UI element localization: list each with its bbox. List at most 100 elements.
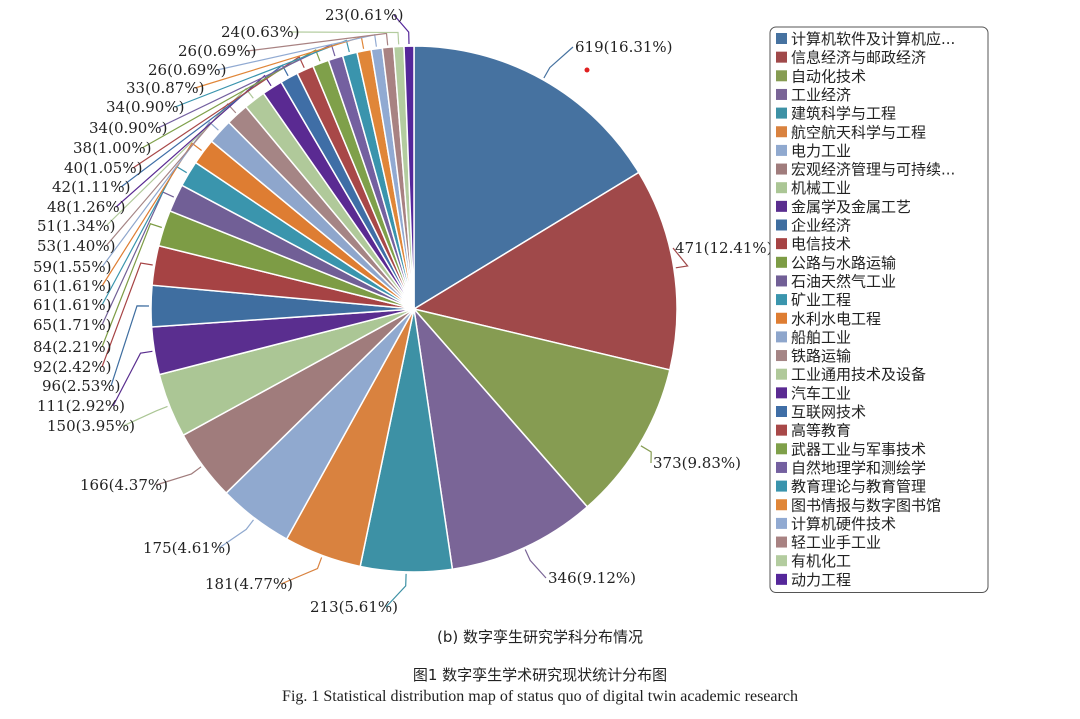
legend-label: 企业经济 bbox=[791, 217, 851, 235]
legend-label: 石油天然气工业 bbox=[791, 272, 896, 290]
legend-swatch bbox=[776, 70, 787, 82]
leader-line bbox=[174, 39, 350, 108]
legend-label: 船舶工业 bbox=[791, 328, 851, 346]
slice-labels: 619(16.31%) 471(12.41%) 373(9.83%) 346(9.12… bbox=[33, 6, 773, 616]
legend-label: 计算机软件及计算机应... bbox=[791, 30, 955, 48]
leader-line bbox=[280, 557, 323, 585]
legend-swatch bbox=[776, 238, 787, 250]
leader-line bbox=[101, 223, 162, 348]
slice-label: 42(1.11%) bbox=[52, 178, 130, 196]
slice-label: 61(1.61%) bbox=[33, 296, 111, 314]
slice-label: 23(0.61%) bbox=[325, 6, 403, 24]
legend-swatch bbox=[776, 480, 787, 492]
pie-slice bbox=[413, 45, 640, 311]
legend-swatch bbox=[776, 331, 787, 343]
legend-swatch bbox=[776, 517, 787, 529]
legend-swatch bbox=[776, 88, 787, 100]
slice-label: 33(0.87%) bbox=[126, 79, 204, 97]
figure-caption-en: Fig. 1 Statistical distribution map of s… bbox=[282, 688, 798, 705]
legend-swatch bbox=[776, 555, 787, 567]
figure-caption-cn: 图1 数字孪生学术研究现状统计分布图 bbox=[412, 666, 668, 684]
legend-label: 互联网技术 bbox=[791, 403, 866, 421]
pie-slices bbox=[150, 45, 678, 573]
legend-swatch bbox=[776, 107, 787, 119]
pie-slice bbox=[403, 45, 415, 310]
legend-box bbox=[769, 26, 989, 593]
legend-label: 电信技术 bbox=[791, 235, 851, 253]
legend: 计算机软件及计算机应...信息经济与邮政经济自动化技术工业经济建筑科学与工程航空… bbox=[769, 26, 989, 593]
slice-label: 61(1.61%) bbox=[33, 277, 111, 295]
slice-label: 51(1.34%) bbox=[37, 217, 115, 235]
slice-label: 24(0.63%) bbox=[221, 23, 299, 41]
slice-label: 471(12.41%) bbox=[675, 239, 773, 257]
label-leaders bbox=[101, 14, 689, 608]
leader-line bbox=[385, 573, 407, 608]
legend-swatch bbox=[776, 424, 787, 436]
leader-line bbox=[672, 247, 689, 269]
legend-swatch bbox=[776, 461, 787, 473]
legend-swatch bbox=[776, 312, 787, 324]
slice-label: 59(1.55%) bbox=[33, 258, 111, 276]
legend-swatch bbox=[776, 294, 787, 306]
slice-label: 84(2.21%) bbox=[33, 338, 111, 356]
legend-label: 公路与水路运输 bbox=[791, 254, 896, 272]
slice-label: 92(2.42%) bbox=[33, 358, 111, 376]
legend-label: 铁路运输 bbox=[791, 347, 851, 365]
slice-label: 175(4.61%) bbox=[143, 539, 231, 557]
legend-label: 轻工业手工业 bbox=[791, 534, 881, 552]
legend-swatch bbox=[776, 256, 787, 268]
slice-label: 38(1.00%) bbox=[73, 139, 151, 157]
legend-swatch bbox=[776, 499, 787, 511]
legend-label: 武器工业与军事技术 bbox=[791, 440, 926, 458]
legend-label: 机械工业 bbox=[791, 179, 851, 197]
slice-label: 40(1.05%) bbox=[64, 159, 142, 177]
slice-label: 619(16.31%) bbox=[575, 38, 673, 56]
leader-line bbox=[289, 31, 400, 45]
slice-label: 34(0.90%) bbox=[106, 98, 184, 116]
legend-label: 动力工程 bbox=[791, 571, 851, 589]
legend-swatch bbox=[776, 350, 787, 362]
legend-swatch bbox=[776, 387, 787, 399]
legend-swatch bbox=[776, 163, 787, 175]
pie-slice bbox=[412, 171, 678, 371]
leader-line bbox=[543, 46, 574, 79]
leader-line bbox=[141, 49, 321, 149]
legend-label: 建筑科学与工程 bbox=[791, 105, 896, 123]
legend-swatch bbox=[776, 33, 787, 44]
legend-label: 有机化工 bbox=[791, 552, 851, 570]
legend-swatch bbox=[776, 219, 787, 231]
pie-slice bbox=[412, 306, 589, 571]
slice-label: 373(9.83%) bbox=[653, 454, 741, 472]
legend-swatch bbox=[776, 573, 787, 585]
leader-line bbox=[101, 142, 202, 287]
legend-label: 电力工业 bbox=[791, 142, 851, 160]
slice-label: 65(1.71%) bbox=[33, 316, 111, 334]
slice-label: 181(4.77%) bbox=[205, 575, 293, 593]
legend-swatch bbox=[776, 126, 787, 138]
slice-label: 53(1.40%) bbox=[37, 237, 115, 255]
slice-label: 346(9.12%) bbox=[548, 569, 636, 587]
legend-swatch bbox=[776, 406, 787, 417]
leader-line bbox=[132, 56, 305, 169]
legend-swatch bbox=[776, 536, 787, 548]
leader-line bbox=[101, 262, 153, 368]
slice-label: 48(1.26%) bbox=[47, 198, 125, 216]
slice-label: 26(0.69%) bbox=[178, 42, 256, 60]
red-dot-marker bbox=[584, 67, 590, 73]
leader-line bbox=[246, 32, 389, 52]
legend-label: 教育理论与教育管理 bbox=[791, 478, 926, 496]
legend-label: 信息经济与邮政经济 bbox=[791, 49, 926, 67]
chart-subtitle: (b) 数字孪生研究学科分布情况 bbox=[437, 628, 643, 646]
legend-swatch bbox=[776, 182, 787, 194]
leader-line bbox=[524, 549, 547, 579]
legend-swatch bbox=[776, 200, 787, 212]
legend-label: 图书情报与数字图书馆 bbox=[791, 496, 941, 514]
legend-swatch bbox=[776, 275, 787, 287]
legend-label: 工业通用技术及设备 bbox=[791, 366, 926, 384]
legend-label: 水利水电工程 bbox=[791, 310, 881, 328]
leader-line bbox=[155, 466, 202, 486]
leader-line bbox=[122, 405, 168, 427]
leader-line bbox=[101, 121, 219, 268]
legend-swatch bbox=[776, 51, 787, 63]
slice-label: 213(5.61%) bbox=[310, 598, 398, 616]
